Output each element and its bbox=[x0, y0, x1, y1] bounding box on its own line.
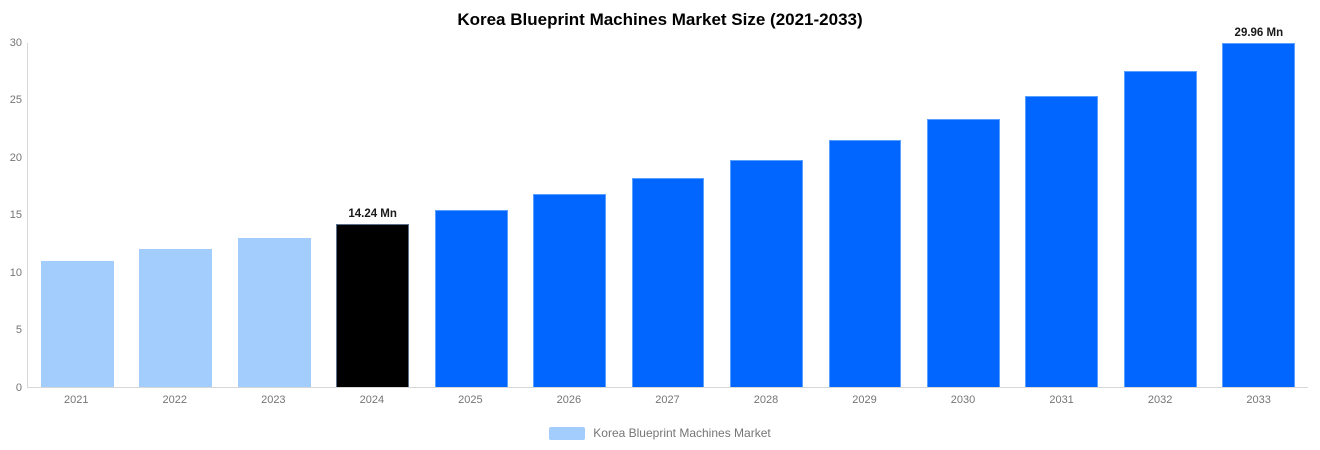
y-tick-30: 30 bbox=[9, 36, 22, 49]
bar-2029[interactable] bbox=[828, 140, 902, 387]
bar-2023[interactable] bbox=[237, 237, 311, 387]
x-label-2022: 2022 bbox=[162, 394, 188, 406]
x-label-2025: 2025 bbox=[458, 394, 483, 406]
bar-column-2029 bbox=[816, 43, 914, 387]
bar-2025[interactable] bbox=[434, 209, 508, 387]
x-label-2026: 2026 bbox=[556, 394, 582, 406]
bar-2031[interactable] bbox=[1025, 95, 1099, 387]
y-tick-15: 15 bbox=[9, 209, 22, 221]
y-tick-20: 20 bbox=[9, 151, 22, 164]
bar-column-2030 bbox=[914, 43, 1012, 387]
plot-area: 14.24 Mn 29.96 Mn bbox=[27, 27, 1308, 388]
y-tick-0: 0 bbox=[15, 381, 22, 394]
bar-column-2022 bbox=[126, 43, 224, 387]
bar-column-2032 bbox=[1111, 43, 1209, 387]
x-label-2027: 2027 bbox=[655, 394, 680, 406]
bar-2026[interactable] bbox=[533, 194, 606, 387]
y-axis: 0 5 10 15 20 25 30 bbox=[0, 0, 22, 450]
bar-2027[interactable] bbox=[631, 177, 705, 387]
x-label-2033: 2033 bbox=[1246, 394, 1271, 406]
y-tick-5: 5 bbox=[15, 324, 22, 336]
bar-2024[interactable]: 14.24 Mn bbox=[336, 208, 410, 387]
bar-2032[interactable] bbox=[1123, 70, 1197, 387]
bar-column-2023 bbox=[225, 43, 323, 387]
bar-2028[interactable] bbox=[730, 159, 803, 387]
x-label-2023: 2023 bbox=[261, 394, 286, 406]
bar-2022[interactable] bbox=[139, 249, 213, 387]
x-label-2021: 2021 bbox=[64, 394, 89, 406]
bar-column-2028 bbox=[717, 43, 815, 387]
chart-title: Korea Blueprint Machines Market Size (20… bbox=[457, 10, 863, 29]
bar-column-2024: 14.24 Mn bbox=[323, 43, 421, 387]
y-tick-10: 10 bbox=[9, 266, 22, 279]
x-label-2028: 2028 bbox=[753, 394, 779, 406]
x-label-2029: 2029 bbox=[852, 394, 877, 406]
bar-value-label-2024: 14.24 Mn bbox=[348, 207, 397, 220]
x-label-2030: 2030 bbox=[950, 394, 976, 406]
bar-column-2033: 29.96 Mn bbox=[1210, 27, 1308, 387]
y-tick-25: 25 bbox=[9, 94, 22, 106]
legend-swatch bbox=[549, 426, 586, 440]
x-axis: 2021 2022 2023 2024 2025 2026 2027 2028 2029 2030… bbox=[27, 394, 1308, 406]
x-label-2024: 2024 bbox=[359, 394, 385, 406]
bar-column-2026 bbox=[520, 43, 618, 387]
x-label-2032: 2032 bbox=[1147, 394, 1173, 406]
bar-column-2031 bbox=[1013, 43, 1111, 387]
bar-column-2025 bbox=[422, 43, 520, 387]
bar-2030[interactable] bbox=[927, 118, 1000, 387]
legend-item[interactable]: Korea Blueprint Machines Market bbox=[0, 426, 1320, 440]
bar-value-label-2033: 29.96 Mn bbox=[1234, 27, 1284, 40]
bar-column-2021 bbox=[28, 43, 126, 387]
bar-column-2027 bbox=[619, 43, 717, 387]
bar-2033[interactable]: 29.96 Mn bbox=[1222, 27, 1296, 387]
x-label-2031: 2031 bbox=[1049, 394, 1074, 406]
bar-2021[interactable] bbox=[40, 260, 114, 387]
legend-label: Korea Blueprint Machines Market bbox=[593, 426, 771, 440]
